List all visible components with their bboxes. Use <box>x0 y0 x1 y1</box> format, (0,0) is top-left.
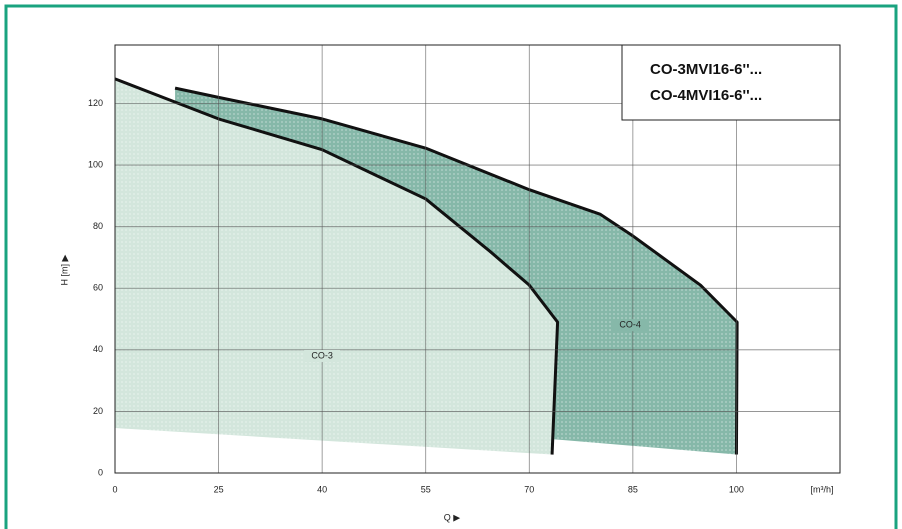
y-tick-label: 120 <box>88 98 103 108</box>
area-texture <box>115 78 558 455</box>
x-tick-label: 0 <box>112 484 117 494</box>
y-axis-label: H [m] ▶ <box>59 254 69 285</box>
x-tick-label: 70 <box>524 484 534 494</box>
x-tick-label: 25 <box>214 484 224 494</box>
y-tick-label: 80 <box>93 221 103 231</box>
frame <box>4 4 898 529</box>
x-unit-label: [m³/h] <box>810 484 833 494</box>
y-tick-label: 20 <box>93 406 103 416</box>
series-label: CO-4 <box>619 320 641 330</box>
curve-outline <box>174 86 739 455</box>
y-tick-label: 60 <box>93 283 103 293</box>
x-tick-label: 85 <box>628 484 638 494</box>
series-label-bg <box>304 349 341 362</box>
y-tick-label: 40 <box>93 344 103 354</box>
y-tick-label: 0 <box>98 467 103 477</box>
chart-title: CO-4MVI16-6''... <box>650 87 762 104</box>
curve-outline <box>114 77 560 455</box>
legend-box <box>621 44 841 121</box>
series-label-bg <box>612 319 649 332</box>
x-tick-label: 40 <box>317 484 327 494</box>
x-tick-label: 100 <box>729 484 744 494</box>
plot-border <box>114 44 841 474</box>
x-axis-label: Q ▶ <box>444 512 461 522</box>
area-texture <box>175 88 738 455</box>
y-tick-label: 100 <box>88 159 103 169</box>
chart-title: CO-3MVI16-6''... <box>650 61 762 78</box>
series-label: CO-3 <box>311 350 333 360</box>
x-tick-label: 55 <box>421 484 431 494</box>
